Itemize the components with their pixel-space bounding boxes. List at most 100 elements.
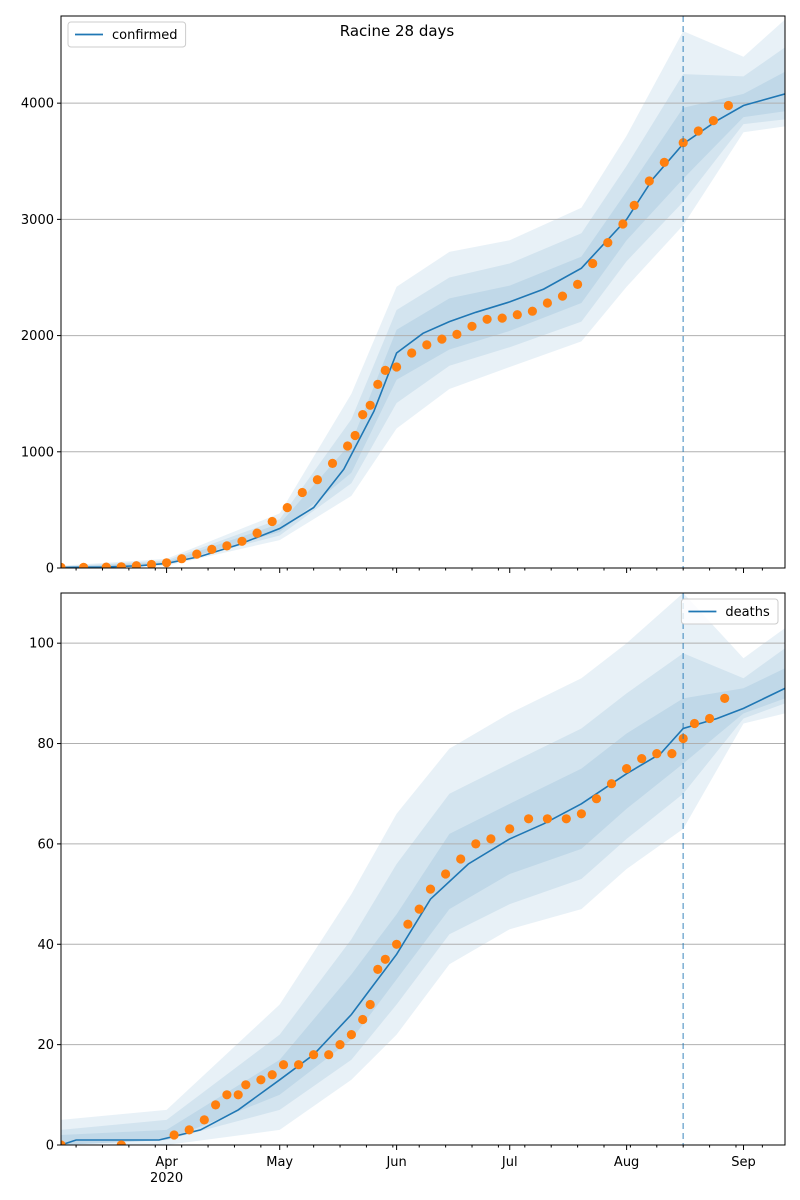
- observed-point: [61, 562, 66, 568]
- figure-title: Racine 28 days: [340, 22, 455, 40]
- observed-point: [542, 298, 553, 308]
- observed-point: [456, 854, 466, 864]
- uncertainty-band-3: [61, 71, 785, 568]
- observed-point: [678, 138, 688, 148]
- observed-point: [407, 348, 417, 358]
- observed-point: [561, 814, 571, 824]
- observed-point: [603, 238, 613, 248]
- x-tick-label: Sep: [731, 1155, 756, 1170]
- plot-area: [61, 593, 785, 1145]
- observed-point: [211, 1100, 221, 1110]
- observed-point: [267, 516, 277, 527]
- observed-point: [482, 314, 492, 324]
- y-tick-label: 0: [46, 562, 54, 577]
- observed-point: [380, 954, 390, 964]
- observed-point: [708, 116, 719, 126]
- observed-point: [365, 999, 375, 1010]
- y-tick-label: 60: [37, 837, 54, 852]
- observed-point: [486, 834, 496, 844]
- x-tick-label: Apr: [155, 1155, 178, 1170]
- observed-point: [335, 1040, 345, 1050]
- observed-point: [452, 329, 462, 339]
- observed-point: [233, 1090, 243, 1100]
- observed-point: [365, 400, 375, 410]
- observed-point: [652, 749, 662, 759]
- x-tick-sublabel: 2020: [150, 1171, 183, 1186]
- uncertainty-band-1: [61, 19, 785, 568]
- observed-point: [705, 713, 715, 724]
- axes-frame: [60, 592, 786, 1146]
- observed-point: [667, 749, 677, 759]
- observed-point: [527, 306, 538, 316]
- observed-point: [222, 1090, 232, 1100]
- observed-point: [437, 334, 447, 344]
- y-tick-label: 0: [46, 1139, 54, 1154]
- y-tick-label: 4000: [21, 97, 54, 112]
- observed-point: [116, 1140, 126, 1145]
- observed-point: [403, 919, 413, 929]
- series-line-confirmed: [61, 93, 785, 568]
- observed-point: [588, 258, 598, 269]
- observed-point: [542, 814, 553, 824]
- observed-point: [505, 824, 515, 834]
- observed-point: [573, 279, 583, 289]
- observed-point: [346, 1030, 356, 1040]
- observed-point: [618, 219, 628, 229]
- observed-point: [689, 718, 700, 729]
- observed-point: [116, 562, 126, 568]
- plot-area: [61, 16, 785, 568]
- observed-point: [61, 1140, 66, 1145]
- y-tick-label: 40: [37, 938, 54, 953]
- observed-point: [184, 1125, 194, 1135]
- observed-point: [146, 559, 157, 568]
- observed-point: [294, 1060, 304, 1070]
- observed-point: [358, 410, 368, 420]
- observed-point: [297, 487, 307, 498]
- observed-point: [392, 939, 402, 949]
- x-tick-label: Aug: [614, 1155, 639, 1170]
- observed-point: [373, 379, 383, 389]
- observed-point: [327, 458, 338, 468]
- observed-point: [343, 441, 353, 451]
- observed-point: [169, 1130, 179, 1140]
- observed-point: [693, 126, 703, 136]
- y-tick-label: 100: [29, 637, 54, 652]
- observed-point: [199, 1115, 209, 1125]
- observed-point: [723, 100, 734, 111]
- observed-point: [441, 869, 451, 879]
- observed-point: [282, 503, 292, 513]
- observed-point: [207, 544, 217, 555]
- observed-point: [414, 904, 424, 914]
- observed-point: [358, 1014, 368, 1025]
- observed-point: [252, 528, 262, 538]
- y-tick-label: 20: [37, 1038, 54, 1053]
- legend-label: confirmed: [112, 28, 178, 43]
- observed-point: [162, 558, 172, 568]
- observed-point: [622, 764, 632, 774]
- observed-point: [192, 549, 202, 559]
- observed-point: [422, 340, 432, 350]
- observed-point: [467, 321, 477, 331]
- observed-point: [131, 561, 141, 568]
- observed-point: [524, 814, 534, 824]
- uncertainty-band-1: [61, 593, 785, 1145]
- observed-point: [606, 779, 617, 789]
- observed-point: [644, 176, 654, 186]
- observed-point: [350, 430, 360, 441]
- observed-point: [497, 313, 507, 323]
- uncertainty-band-2: [61, 648, 785, 1145]
- observed-point: [512, 310, 522, 320]
- observed-point: [278, 1060, 289, 1070]
- legend-box: [67, 21, 187, 48]
- y-tick-label: 3000: [21, 213, 54, 228]
- observed-point: [309, 1050, 319, 1060]
- observed-point: [101, 562, 111, 568]
- y-tick-label: 2000: [21, 329, 54, 344]
- x-tick-label: Jun: [385, 1155, 406, 1170]
- observed-point: [557, 291, 568, 301]
- uncertainty-band-2: [61, 47, 785, 568]
- observed-point: [380, 365, 390, 375]
